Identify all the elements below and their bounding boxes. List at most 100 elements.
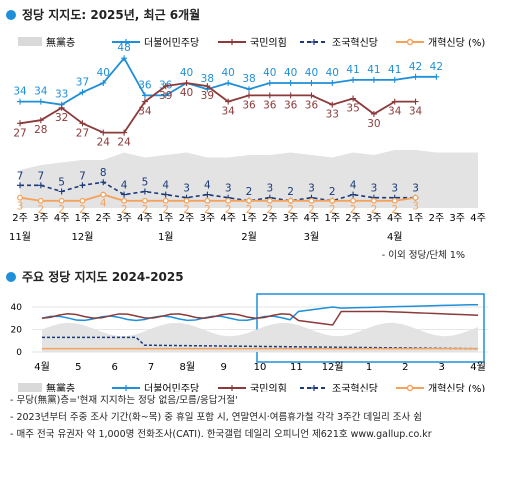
x-tick-label: 2주 [179, 213, 195, 224]
legend-label: 無黨층 [46, 382, 75, 392]
y-tick-label: 0 [16, 348, 22, 358]
data-label: 28 [34, 124, 47, 136]
data-label: 30 [367, 118, 380, 130]
x-tick-label: 2주 [429, 213, 445, 224]
data-point [183, 197, 190, 204]
data-label: 4 [350, 180, 357, 192]
data-label: 34 [221, 106, 235, 118]
data-point [100, 179, 107, 186]
x-tick-label: 3주 [283, 213, 299, 224]
x-tick-label: 1주 [241, 213, 257, 224]
data-label: 42 [409, 61, 422, 73]
data-label: 34 [34, 86, 48, 98]
legend-swatch-nonpartisan [18, 37, 42, 46]
legend-label: 개혁신당 (%) [428, 383, 485, 392]
data-label: 40 [97, 67, 110, 79]
data-point [370, 76, 377, 83]
data-point [412, 73, 419, 80]
x-tick-label: 3주 [33, 213, 49, 224]
data-point [391, 197, 398, 204]
data-point [17, 98, 23, 105]
x-group-label: 4월 [387, 231, 403, 243]
data-label: 40 [284, 67, 297, 79]
data-point [329, 101, 336, 108]
data-point [266, 197, 273, 204]
data-label: 37 [76, 76, 89, 88]
data-point [350, 191, 357, 198]
x-tick-label: 3주 [449, 213, 465, 224]
note-line: - 매주 전국 유권자 약 1,000명 전화조사(CATI). 한국갤럽 데일… [10, 429, 432, 440]
data-point [37, 182, 44, 189]
data-point [17, 182, 23, 189]
x-tick-label: 3주 [116, 213, 132, 224]
legend-marker [229, 385, 235, 391]
data-point [246, 197, 252, 204]
data-point [58, 104, 65, 111]
data-point [287, 80, 294, 86]
x-tick-label: 5 [75, 362, 81, 373]
data-label: 33 [326, 109, 339, 121]
data-label: 2 [246, 204, 253, 216]
data-label: 27 [13, 127, 26, 139]
x-tick-label: 1 [366, 362, 372, 373]
legend-item: 조국혁신당 [300, 37, 378, 49]
data-point [79, 89, 86, 96]
data-point [141, 98, 148, 105]
legend-item: 無黨층 [18, 36, 75, 49]
data-point [204, 197, 211, 204]
data-point [370, 197, 377, 204]
x-tick-label: 4주 [470, 213, 486, 224]
legend-label: 無黨층 [46, 36, 75, 49]
data-label: 41 [388, 64, 401, 76]
top-chart-title: 정당 지지도: 2025년, 최근 6개월 [6, 6, 200, 23]
data-label: 34 [388, 106, 402, 118]
x-tick-label: 2주 [95, 213, 111, 224]
data-label: 34 [13, 86, 27, 98]
data-label: 3 [371, 183, 378, 195]
data-label: 2 [391, 204, 398, 216]
data-label: 42 [430, 61, 443, 73]
data-label: 35 [346, 103, 359, 115]
x-tick-label: 3주 [200, 213, 216, 224]
data-point [162, 92, 169, 99]
series-line-개혁신당 [19, 193, 416, 202]
data-label: 2 [329, 204, 336, 216]
data-point [350, 76, 357, 83]
data-label: 36 [305, 99, 319, 111]
x-tick-label: 4월 [34, 361, 50, 373]
bottom-chart-title: 주요 정당 지지도 2024-2025 [6, 268, 184, 285]
x-tick-label: 1주 [75, 213, 91, 224]
data-point [183, 80, 190, 86]
data-label: 40 [180, 67, 193, 79]
data-label: 8 [100, 167, 107, 179]
bottom-chart: 0 20 40 4월 5 6 7 8월 9 10 11 12월 1 2 3 4월 無黨층 더불어민주당 국민의힘 조국… [11, 293, 488, 392]
data-label: 2 [308, 204, 315, 216]
data-point [391, 76, 398, 83]
data-label: 40 [305, 67, 318, 79]
data-point [79, 120, 86, 127]
x-group-label: 11월 [9, 231, 31, 243]
zoom-box [256, 293, 485, 363]
legend-item: 개혁신당 (%) [396, 37, 485, 49]
data-point [121, 55, 128, 62]
data-label: 7 [17, 170, 24, 182]
legend-item: 국민의힘 [218, 383, 287, 392]
data-label: 4 [121, 180, 128, 192]
data-point [412, 194, 419, 201]
x-tick-label: 8월 [180, 361, 196, 373]
data-point [287, 197, 294, 204]
data-label: 40 [180, 87, 193, 99]
legend-item: 국민의힘 [218, 37, 287, 49]
data-label: 32 [55, 112, 68, 124]
data-label: 36 [263, 99, 277, 111]
data-label: 4 [204, 180, 211, 192]
data-label: 38 [242, 73, 255, 85]
data-point [225, 98, 232, 105]
data-label: 36 [284, 99, 298, 111]
data-point [17, 120, 23, 127]
data-label: 2 [58, 204, 65, 216]
legend-item: 더불어민주당 [112, 37, 199, 49]
data-point [308, 80, 315, 86]
data-point [329, 80, 336, 86]
data-point [266, 80, 273, 86]
